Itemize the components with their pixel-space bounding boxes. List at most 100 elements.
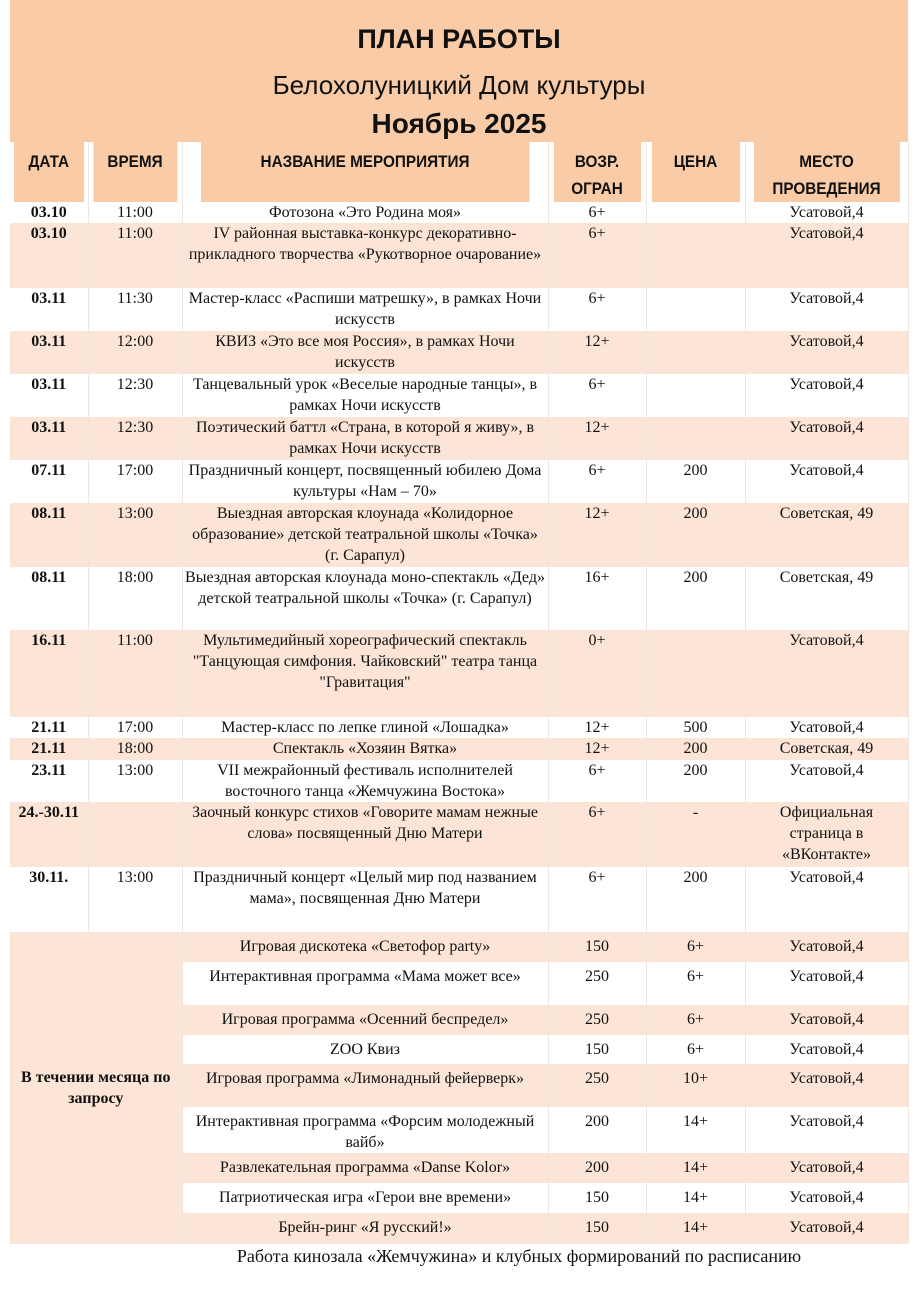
table-header: ДАТА ВРЕМЯ НАЗВАНИЕ МЕРОПРИЯТИЯ ВОЗР. ОГРАН…	[10, 142, 908, 202]
place-cell: Официальная страница в «ВКонтакте»	[745, 802, 909, 867]
on-request-label: В течении месяца по запросу	[10, 932, 183, 1244]
place-cell: Усатовой,4	[745, 374, 909, 417]
date-cell: 03.11	[10, 374, 89, 417]
table-row: В течении месяца по запросу Игровая диско…	[10, 932, 909, 1244]
date-cell: 08.11	[10, 567, 89, 630]
date-cell: 30.11.	[10, 867, 89, 932]
doc-title: ПЛАН РАБОТЫ	[357, 24, 561, 54]
place-cell: Усатовой,4	[745, 223, 909, 288]
event-name-cell: ZOO Квиз	[182, 1035, 549, 1064]
event-name-cell: Выездная авторская клоунада «Колидорное …	[182, 503, 549, 567]
table-row: 03.11 11:30 Мастер-класс «Распиши матрешку…	[10, 288, 909, 331]
place-cell: Усатовой,4	[745, 202, 909, 223]
event-name-cell: IV районная выставка-конкурс декоративно…	[182, 223, 549, 288]
age-column-cell: 150	[548, 1183, 647, 1213]
place-cell: Усатовой,4	[745, 717, 909, 738]
age-cell: 12+	[548, 717, 647, 738]
column-header: ЦЕНА	[650, 142, 741, 202]
price-column-cell: 6+	[646, 932, 746, 962]
time-cell: 12:30	[88, 417, 183, 460]
event-name-cell: Спектакль «Хозяин Вятка»	[182, 738, 549, 760]
price-column-cell: 14+	[646, 1183, 746, 1213]
event-name-cell: Поэтический баттл «Страна, в которой я ж…	[182, 417, 549, 460]
column-header: НАЗВАНИЕ МЕРОПРИЯТИЯ	[200, 142, 531, 202]
place-cell: Усатовой,4	[745, 630, 909, 717]
place-cell: Усатовой,4	[745, 1153, 909, 1183]
time-cell: 11:00	[88, 630, 183, 717]
table-row: 23.11 13:00 VII межрайонный фестиваль испо…	[10, 760, 909, 802]
table-row: 21.11 18:00 Спектакль «Хозяин Вятка» 12+ 200…	[10, 738, 909, 760]
org-name: Белохолуницкий Дом культуры	[272, 70, 646, 100]
age-cell: 0+	[548, 630, 647, 717]
table-row: Патриотическая игра «Герои вне времени» 1…	[10, 1183, 909, 1213]
age-column-cell: 150	[548, 1213, 647, 1244]
price-cell	[646, 331, 746, 374]
place-cell: Усатовой,4	[745, 288, 909, 331]
time-cell: 18:00	[88, 738, 183, 760]
column-header: МЕСТО ПРОВЕДЕНИЯ	[753, 142, 901, 202]
price-cell	[646, 202, 746, 223]
event-name-cell: Игровая дискотека «Светофор party»	[182, 932, 549, 962]
age-cell: 6+	[548, 202, 647, 223]
schedule-table: ДАТА ВРЕМЯ НАЗВАНИЕ МЕРОПРИЯТИЯ ВОЗР. ОГРАН…	[10, 142, 909, 1244]
event-name-cell: Заочный конкурс стихов «Говорите мамам н…	[182, 802, 549, 867]
place-cell: Усатовой,4	[745, 460, 909, 503]
event-name-cell: Мультимедийный хореографический спектакл…	[182, 630, 549, 717]
table-row: Брейн-ринг «Я русский!» 150 14+ Усатовой,4	[10, 1213, 909, 1244]
time-cell: 11:00	[88, 223, 183, 288]
date-cell: 07.11	[10, 460, 89, 503]
place-cell: Усатовой,4	[745, 760, 909, 802]
event-name-cell: Праздничный концерт «Целый мир под назва…	[182, 867, 549, 932]
place-cell: Усатовой,4	[745, 1107, 909, 1153]
event-name-cell: Игровая программа «Лимонадный фейерверк»	[182, 1064, 549, 1107]
event-name-cell: Выездная авторская клоунада моно-спектак…	[182, 567, 549, 630]
time-cell: 17:00	[88, 460, 183, 503]
price-cell: 200	[646, 738, 746, 760]
place-cell: Усатовой,4	[745, 1213, 909, 1244]
age-column-cell: 150	[548, 1035, 647, 1064]
date-cell: 08.11	[10, 503, 89, 567]
price-cell	[646, 288, 746, 331]
date-cell: 03.10	[10, 223, 89, 288]
event-name-cell: Развлекательная программа «Danse Kolor»	[182, 1153, 549, 1183]
table-row: 30.11. 13:00 Праздничный концерт «Целый ми…	[10, 867, 909, 932]
table-row: 03.11 12:30 Поэтический баттл «Страна, в к…	[10, 417, 909, 460]
event-name-cell: Интерактивная программа «Форсим молодежн…	[182, 1107, 549, 1153]
table-row: Интерактивная программа «Мама может все»…	[10, 962, 909, 1005]
price-cell: 200	[646, 760, 746, 802]
age-cell: 12+	[548, 417, 647, 460]
date-cell: 03.11	[10, 288, 89, 331]
price-cell: 200	[646, 460, 746, 503]
time-cell: 13:00	[88, 503, 183, 567]
time-cell	[88, 802, 183, 867]
age-cell: 12+	[548, 331, 647, 374]
place-cell: Советская, 49	[745, 738, 909, 760]
time-cell: 13:00	[88, 867, 183, 932]
event-name-cell: Интерактивная программа «Мама может все»	[182, 962, 549, 1005]
price-cell: 200	[646, 567, 746, 630]
table-row: 03.11 12:00 КВИЗ «Это все моя Россия», в р…	[10, 331, 909, 374]
date-cell: 03.11	[10, 417, 89, 460]
age-column-cell: 200	[548, 1107, 647, 1153]
date-cell: 24.-30.11	[10, 802, 89, 867]
time-cell: 13:00	[88, 760, 183, 802]
price-column-cell: 14+	[646, 1153, 746, 1183]
price-column-cell: 6+	[646, 962, 746, 1005]
age-column-cell: 250	[548, 962, 647, 1005]
time-cell: 11:00	[88, 202, 183, 223]
age-cell: 6+	[548, 460, 647, 503]
age-cell: 6+	[548, 288, 647, 331]
table-row: Развлекательная программа «Danse Kolor» 2…	[10, 1153, 909, 1183]
age-cell: 12+	[548, 738, 647, 760]
age-column-cell: 250	[548, 1064, 647, 1107]
event-name-cell: Фотозона «Это Родина моя»	[182, 202, 549, 223]
date-cell: 21.11	[10, 738, 89, 760]
place-cell: Советская, 49	[745, 503, 909, 567]
price-column-cell: 14+	[646, 1107, 746, 1153]
table-row: 08.11 18:00 Выездная авторская клоунада мо…	[10, 567, 909, 630]
age-column-cell: 200	[548, 1153, 647, 1183]
price-column-cell: 6+	[646, 1005, 746, 1035]
event-name-cell: Игровая программа «Осенний беспредел»	[182, 1005, 549, 1035]
time-cell: 12:00	[88, 331, 183, 374]
time-cell: 11:30	[88, 288, 183, 331]
